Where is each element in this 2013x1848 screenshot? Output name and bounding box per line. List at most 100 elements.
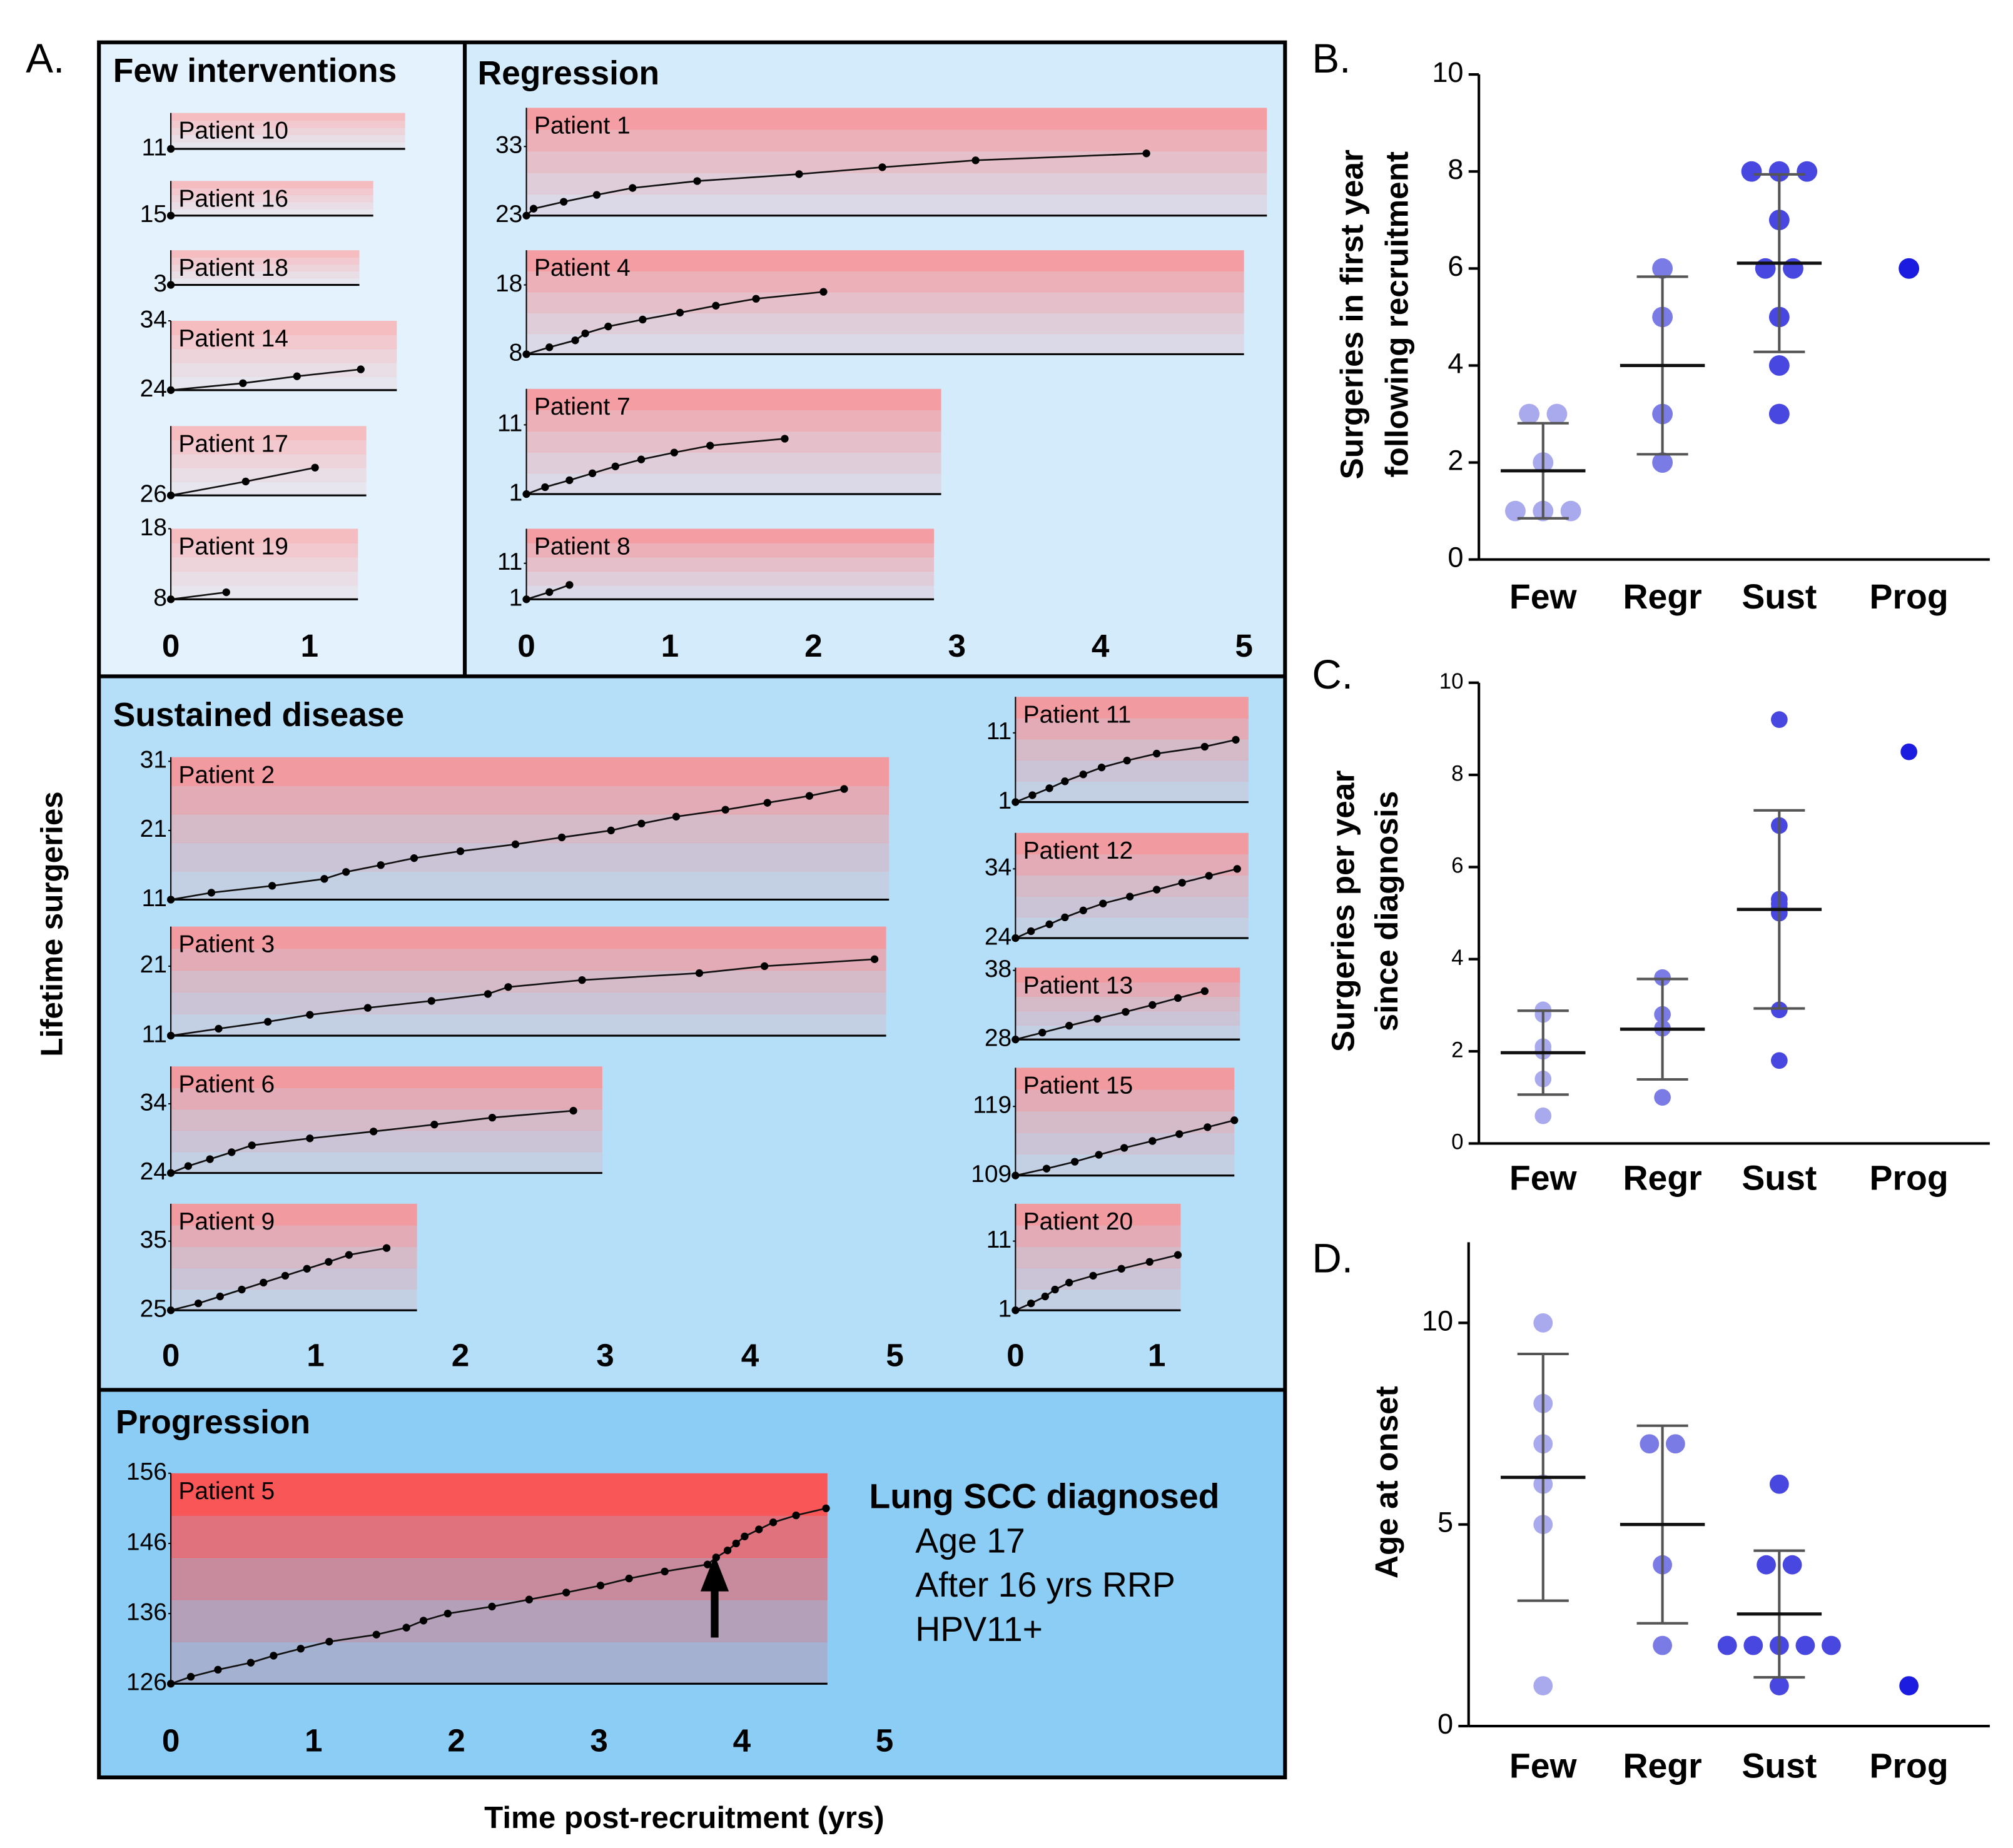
surgery-point [166, 595, 175, 603]
data-point [1653, 1635, 1673, 1655]
group-title: Regression [478, 55, 660, 92]
band-stripe [1015, 1224, 1181, 1247]
band-stripe [1015, 780, 1249, 803]
data-point [1755, 258, 1776, 279]
band-stripe [1015, 760, 1249, 782]
surgery-point [1148, 1137, 1157, 1145]
band-stripe [526, 194, 1267, 216]
surgery-point [1027, 1299, 1035, 1308]
y-axis-label: Lifetime surgeries [34, 791, 69, 1056]
surgery-point [822, 1504, 830, 1513]
patient-title: Patient 3 [178, 931, 275, 958]
patient-title: Patient 12 [1023, 837, 1133, 864]
surgery-point [246, 1659, 255, 1667]
y-tick-label: 1 [509, 479, 523, 506]
surgery-point [878, 163, 886, 171]
y-tick-label: 10 [1432, 56, 1463, 88]
band-stripe [171, 1203, 417, 1226]
band-stripe [171, 1066, 602, 1088]
band-stripe [171, 1224, 417, 1247]
surgery-point [1012, 1171, 1020, 1179]
surgery-point [1230, 1116, 1239, 1124]
patient-title: Patient 10 [178, 118, 288, 144]
surgery-point [1065, 1278, 1073, 1287]
y-axis-label: Surgeries per year [1325, 770, 1361, 1053]
band-stripe [1015, 1289, 1181, 1311]
band-stripe [526, 108, 1267, 130]
surgery-point [569, 1106, 577, 1115]
band-stripe [1015, 875, 1249, 897]
band-stripe [171, 926, 886, 949]
band-stripe [1015, 697, 1249, 719]
y-tick-label: 21 [140, 951, 167, 978]
band-stripe [171, 557, 358, 572]
band-stripe [171, 426, 367, 441]
surgery-point [1093, 1014, 1102, 1023]
patient-title: Patient 8 [534, 533, 631, 560]
y-tick-label: 8 [1451, 761, 1463, 785]
band-stripe [171, 1130, 602, 1153]
surgery-point [870, 955, 879, 963]
annotation-line: After 16 yrs RRP [915, 1565, 1175, 1604]
y-tick-label: 11 [141, 885, 166, 912]
x-tick-label: 2 [447, 1722, 465, 1758]
y-tick-label: 23 [495, 201, 522, 228]
surgery-point [1099, 899, 1107, 907]
y-tick-label: 28 [985, 1024, 1012, 1051]
surgery-point [525, 1595, 534, 1603]
y-tick-label: 1 [998, 1295, 1012, 1322]
x-tick-label: 5 [1235, 628, 1253, 664]
x-tick-label: 5 [876, 1722, 894, 1758]
surgery-point [541, 483, 549, 492]
band-stripe [171, 201, 373, 210]
data-point [1519, 403, 1540, 425]
surgery-point [1079, 770, 1087, 779]
data-point [1534, 1107, 1552, 1124]
band-stripe [171, 134, 405, 143]
surgery-point [370, 1128, 378, 1136]
arrow-head [700, 1555, 729, 1592]
patient-title: Patient 19 [178, 533, 288, 560]
x-tick-label: Regr [1623, 1159, 1702, 1198]
y-tick-label: 25 [140, 1295, 167, 1322]
band-stripe [1015, 917, 1249, 939]
surgery-point [372, 1630, 380, 1638]
surgery-point [427, 997, 435, 1005]
surgery-point [1148, 1001, 1157, 1009]
surgery-point [741, 1532, 749, 1540]
surgery-point [166, 491, 175, 500]
x-tick-label: 3 [948, 628, 966, 664]
patient-title: Patient 16 [178, 185, 288, 212]
band-stripe [171, 970, 886, 992]
surgery-point [565, 581, 574, 589]
surgery-point [805, 792, 814, 800]
surgery-point [1089, 1271, 1097, 1280]
surgery-point [268, 882, 276, 890]
group-title: Few interventions [113, 53, 397, 89]
data-point [1533, 1313, 1553, 1333]
surgery-point [238, 1285, 246, 1294]
x-tick-label: Few [1509, 1746, 1578, 1785]
band-stripe [171, 141, 405, 149]
surgery-point [1097, 764, 1106, 772]
surgery-point [637, 819, 646, 828]
surgery-point [402, 1623, 410, 1632]
surgery-point [166, 211, 175, 220]
surgery-point [695, 969, 704, 977]
y-axis-label: Age at onset [1369, 1386, 1404, 1578]
band-stripe [526, 271, 1244, 293]
surgery-point [1205, 872, 1213, 880]
surgery-point [545, 343, 554, 351]
surgery-point [186, 1672, 195, 1681]
band-stripe [171, 1515, 828, 1558]
x-tick-label: 3 [596, 1338, 614, 1373]
surgery-point [1200, 742, 1209, 751]
surgery-line [170, 1247, 387, 1311]
data-point [1768, 403, 1790, 425]
data-point [1771, 1052, 1788, 1069]
surgery-point [306, 1011, 314, 1019]
surgery-point [1126, 892, 1134, 901]
y-tick-label: 11 [497, 410, 522, 437]
y-tick-label: 24 [985, 923, 1012, 950]
